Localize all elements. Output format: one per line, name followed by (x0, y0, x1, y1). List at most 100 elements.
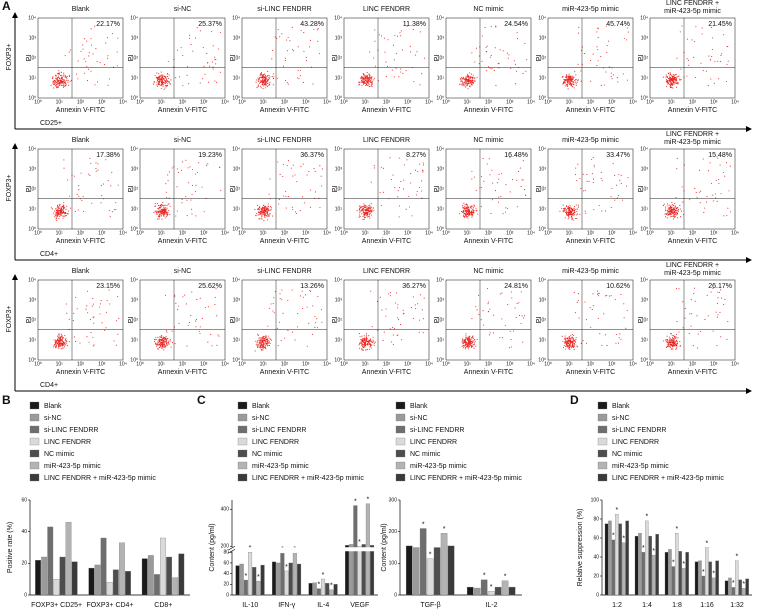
event-dot (287, 299, 289, 301)
event-dot (718, 182, 720, 184)
event-dot (261, 81, 264, 83)
event-dot (65, 83, 67, 85)
tick-label: 10⁴ (629, 361, 637, 367)
significance-mark: * (322, 572, 325, 579)
event-dot (600, 56, 602, 58)
event-dot (199, 332, 201, 335)
event-dot (461, 341, 463, 343)
event-dot (516, 70, 518, 72)
event-dot (53, 346, 55, 348)
event-dot (464, 81, 466, 83)
event-dot (472, 345, 474, 347)
tick-label: 10² (77, 99, 85, 105)
event-dot (669, 343, 671, 346)
event-dot (263, 80, 265, 82)
event-dot (516, 302, 518, 305)
event-dot (487, 287, 489, 290)
event-dot (668, 83, 671, 85)
event-dot (257, 211, 259, 213)
event-dot (268, 74, 270, 77)
event-dot (561, 335, 563, 337)
event-dot (262, 75, 264, 77)
event-dot (371, 326, 373, 328)
bar (685, 552, 689, 596)
panel-label: D (570, 393, 579, 407)
event-dot (268, 193, 270, 195)
event-dot (671, 75, 673, 77)
event-dot (366, 210, 368, 212)
event-dot (370, 203, 372, 205)
event-dot (393, 76, 395, 78)
event-dot (59, 203, 61, 206)
event-dot (158, 215, 160, 217)
event-dot (515, 83, 517, 85)
event-dot (521, 179, 523, 181)
event-dot (159, 213, 161, 215)
event-dot (396, 35, 399, 37)
event-dot (672, 341, 674, 343)
bar (88, 567, 95, 596)
event-dot (387, 39, 389, 41)
event-dot (574, 312, 576, 314)
plot-box (547, 279, 634, 361)
event-dot (576, 213, 578, 215)
event-dot (319, 165, 321, 167)
tick-label: 10⁴ (425, 99, 433, 105)
event-dot (88, 341, 90, 343)
event-dot (475, 305, 477, 308)
event-dot (570, 212, 572, 215)
event-dot (358, 214, 361, 216)
event-dot (358, 344, 360, 346)
plot-box (649, 148, 736, 230)
event-dot (474, 339, 476, 341)
event-dot (361, 213, 363, 215)
bar (741, 588, 746, 596)
event-dot (215, 58, 217, 60)
event-dot (309, 189, 312, 191)
event-dot (321, 185, 323, 187)
event-dot (201, 186, 203, 188)
event-dot (418, 331, 420, 333)
event-dot (54, 79, 56, 81)
tick-label: 10⁰ (640, 226, 648, 232)
event-dot (570, 82, 572, 85)
tick-label: 10³ (437, 166, 445, 172)
event-dot (262, 79, 264, 81)
event-dot (76, 193, 78, 196)
event-dot (572, 337, 574, 339)
event-dot (59, 215, 61, 218)
event-dot (666, 76, 668, 78)
event-dot (564, 211, 566, 213)
tick-label: 10⁰ (238, 99, 246, 105)
event-dot (672, 204, 675, 206)
bar (412, 547, 420, 596)
event-dot (467, 209, 469, 211)
plot-box (547, 148, 634, 230)
event-dot (571, 84, 573, 86)
event-dot (568, 83, 570, 85)
bar (611, 539, 616, 596)
event-dot (366, 215, 368, 217)
event-dot (276, 327, 278, 329)
legend-label: miR-423-5p mimic (612, 463, 669, 470)
legend-label: si-NC (410, 415, 428, 422)
event-dot (321, 168, 323, 170)
event-dot (267, 325, 269, 327)
event-dot (313, 28, 315, 31)
event-dot (681, 186, 683, 188)
event-dot (676, 321, 678, 323)
event-dot (679, 208, 681, 210)
event-dot (269, 213, 271, 215)
event-dot (586, 342, 588, 344)
event-dot (668, 336, 670, 338)
event-dot (362, 219, 364, 221)
event-dot (164, 294, 167, 296)
event-dot (168, 209, 170, 211)
event-dot (469, 72, 471, 74)
event-dot (106, 37, 108, 39)
tick-label: 10² (587, 361, 595, 367)
event-dot (65, 212, 67, 214)
tick-label: 10² (281, 230, 289, 236)
event-dot (267, 335, 269, 337)
event-dot (725, 80, 728, 83)
